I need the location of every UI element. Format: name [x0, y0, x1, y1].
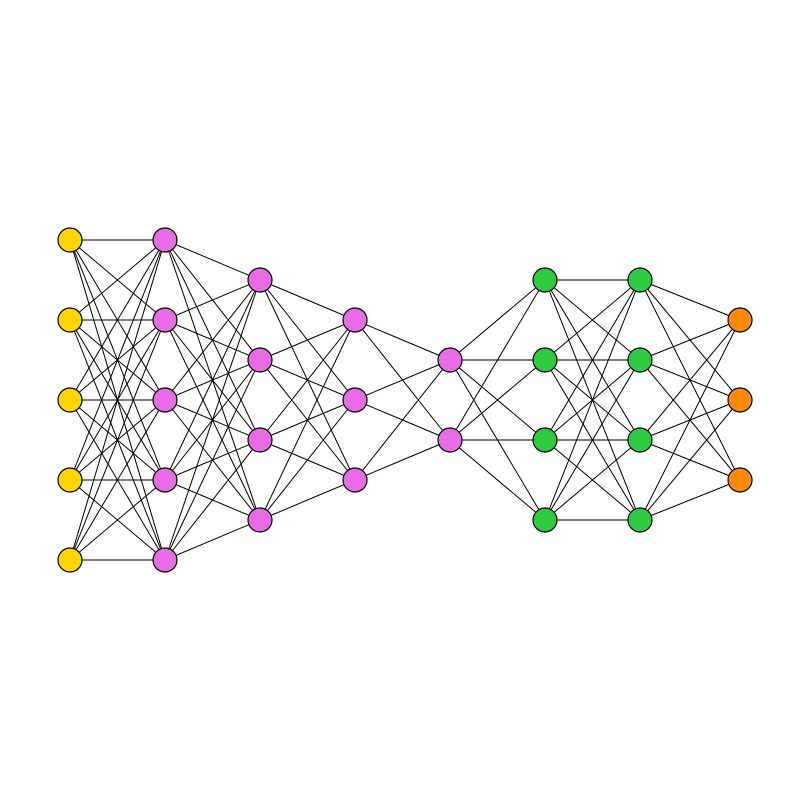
- edge: [355, 320, 450, 360]
- edge: [165, 240, 260, 280]
- edge: [165, 280, 260, 480]
- edge: [355, 360, 450, 400]
- node-l7-n0: [728, 308, 752, 332]
- edge: [260, 480, 355, 520]
- edge: [260, 400, 355, 520]
- node-l1-n1: [153, 308, 177, 332]
- node-l2-n2: [248, 428, 272, 452]
- edge: [165, 280, 260, 560]
- edge: [260, 320, 355, 520]
- edge: [640, 320, 740, 360]
- edge: [260, 320, 355, 360]
- node-l5-n2: [533, 428, 557, 452]
- node-l4-n0: [438, 348, 462, 372]
- node-l6-n0: [628, 268, 652, 292]
- edge: [450, 440, 545, 520]
- edge: [640, 480, 740, 520]
- node-l0-n2: [58, 388, 82, 412]
- edge: [640, 320, 740, 520]
- node-l1-n3: [153, 468, 177, 492]
- edge: [165, 440, 260, 560]
- node-l0-n3: [58, 468, 82, 492]
- node-l4-n1: [438, 428, 462, 452]
- node-l1-n4: [153, 548, 177, 572]
- node-l0-n4: [58, 548, 82, 572]
- edge: [640, 400, 740, 520]
- node-l6-n1: [628, 348, 652, 372]
- edge: [355, 360, 450, 480]
- edge: [450, 280, 545, 360]
- node-l2-n1: [248, 348, 272, 372]
- node-l6-n3: [628, 508, 652, 532]
- node-l5-n3: [533, 508, 557, 532]
- node-l5-n1: [533, 348, 557, 372]
- edge: [640, 280, 740, 320]
- edge: [355, 440, 450, 480]
- edge: [165, 520, 260, 560]
- edge: [165, 280, 260, 320]
- edge: [165, 280, 260, 400]
- node-l7-n1: [728, 388, 752, 412]
- node-l1-n0: [153, 228, 177, 252]
- node-l3-n0: [343, 308, 367, 332]
- neural-network-diagram: [0, 0, 800, 800]
- edge: [260, 280, 355, 320]
- node-l5-n0: [533, 268, 557, 292]
- node-l2-n0: [248, 268, 272, 292]
- node-l1-n2: [153, 388, 177, 412]
- node-l2-n3: [248, 508, 272, 532]
- node-l7-n2: [728, 468, 752, 492]
- node-l0-n0: [58, 228, 82, 252]
- edge: [260, 320, 355, 440]
- node-l3-n1: [343, 388, 367, 412]
- node-l6-n2: [628, 428, 652, 452]
- edge: [165, 360, 260, 560]
- node-l3-n2: [343, 468, 367, 492]
- nodes-group: [58, 228, 752, 572]
- node-l0-n1: [58, 308, 82, 332]
- edge: [640, 320, 740, 440]
